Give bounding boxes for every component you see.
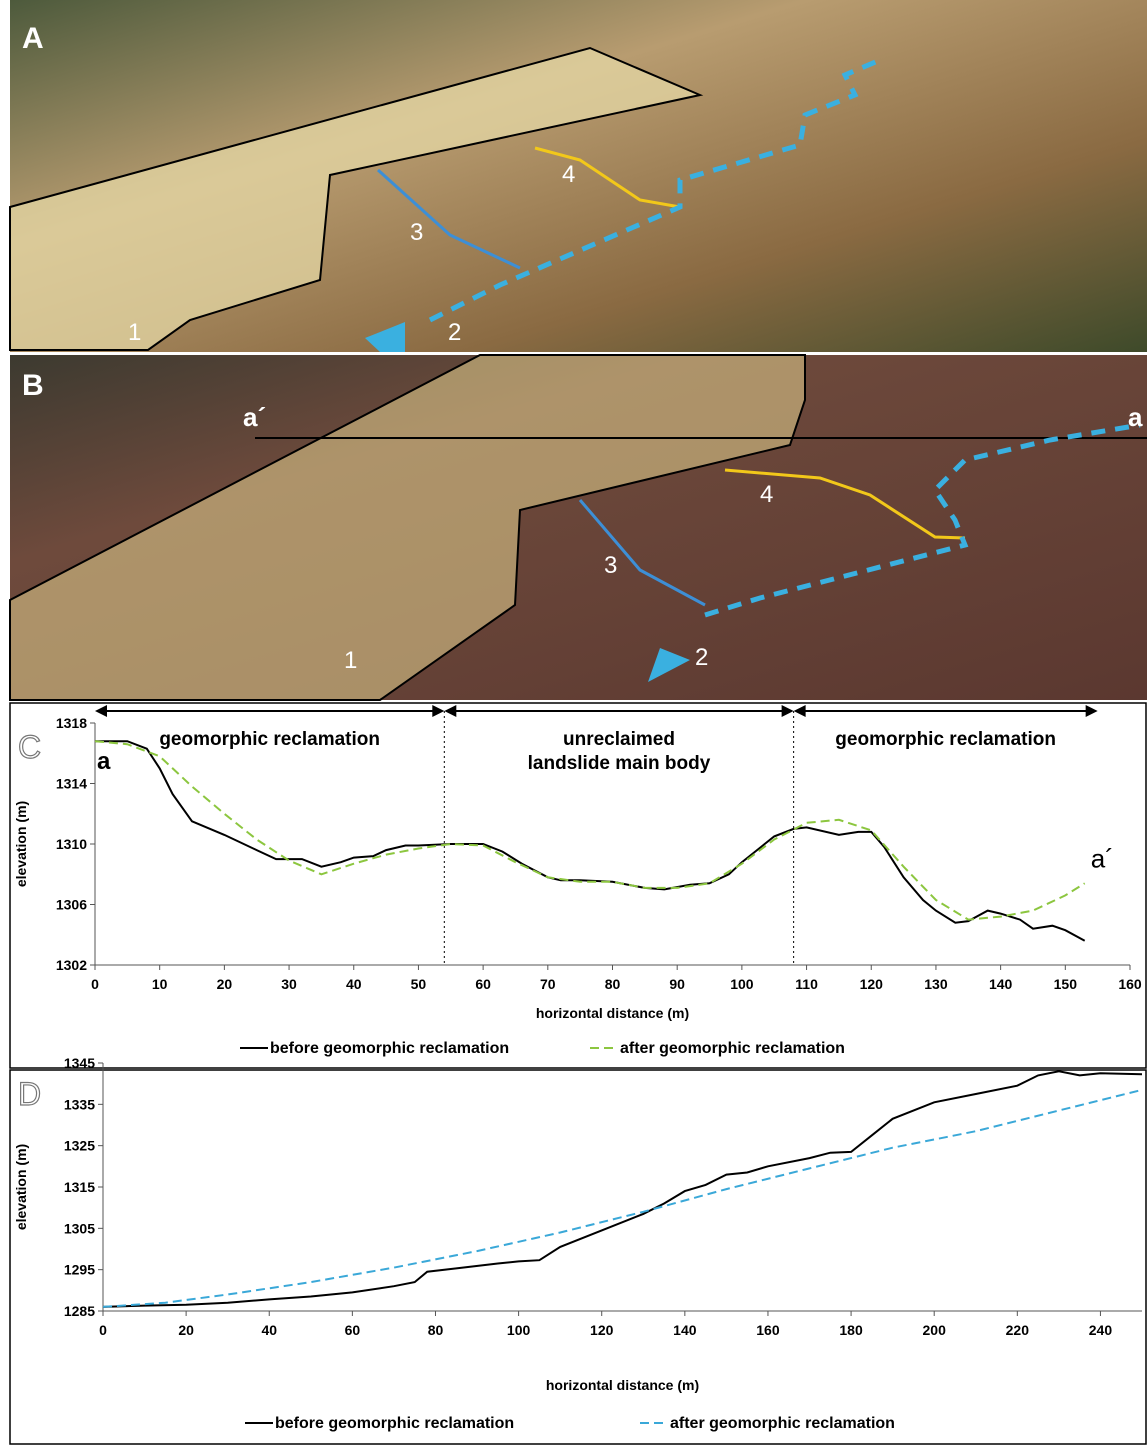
x-axis-title: horizontal distance (m) (546, 1377, 699, 1393)
x-tick-label: 60 (475, 976, 491, 992)
arrow-head (444, 705, 456, 717)
arrow-head (432, 705, 444, 717)
y-tick-label: 1302 (56, 957, 87, 973)
y-tick-label: 1335 (64, 1096, 95, 1112)
marker: 1 (128, 319, 141, 346)
marker: 4 (562, 161, 575, 188)
photo-b: B a´ a 1 2 3 4 (10, 355, 1147, 700)
x-tick-label: 200 (923, 1322, 947, 1338)
x-tick-label: 120 (860, 976, 884, 992)
panel-letter: B (22, 369, 44, 402)
x-tick-label: 20 (217, 976, 233, 992)
x-axis-title: horizontal distance (m) (536, 1005, 689, 1021)
y-tick-label: 1306 (56, 897, 87, 913)
y-axis-title: elevation (m) (13, 801, 29, 887)
marker: 3 (410, 219, 423, 246)
x-tick-label: 240 (1089, 1322, 1113, 1338)
x-tick-label: 130 (924, 976, 948, 992)
section-label: a´ (243, 402, 266, 432)
x-tick-label: 160 (756, 1322, 780, 1338)
region-label: geomorphic reclamation (835, 729, 1056, 750)
y-tick-label: 1345 (64, 1055, 95, 1071)
x-tick-label: 60 (345, 1322, 361, 1338)
section-end-label: a (97, 748, 111, 775)
section-end-label: a´ (1091, 843, 1114, 873)
x-tick-label: 180 (839, 1322, 863, 1338)
y-tick-label: 1318 (56, 715, 87, 731)
x-tick-label: 80 (605, 976, 621, 992)
x-tick-label: 100 (507, 1322, 531, 1338)
x-tick-label: 140 (989, 976, 1013, 992)
x-tick-label: 120 (590, 1322, 614, 1338)
legend-label: before geomorphic reclamation (270, 1040, 509, 1057)
marker: 3 (604, 552, 617, 579)
x-tick-label: 220 (1006, 1322, 1030, 1338)
x-tick-label: 0 (91, 976, 99, 992)
legend-label: after geomorphic reclamation (670, 1415, 895, 1432)
legend-label: before geomorphic reclamation (275, 1415, 514, 1432)
y-tick-label: 1314 (56, 776, 87, 792)
arrow-head (794, 705, 806, 717)
x-tick-label: 70 (540, 976, 556, 992)
x-tick-label: 90 (669, 976, 685, 992)
region-label: geomorphic reclamation (159, 729, 380, 750)
marker: 2 (448, 319, 461, 346)
x-tick-label: 20 (178, 1322, 194, 1338)
y-tick-label: 1315 (64, 1179, 95, 1195)
figure: A 1 2 3 4 B a´ a 1 2 3 4 130213061310131… (0, 0, 1147, 1445)
y-tick-label: 1285 (64, 1303, 95, 1319)
x-tick-label: 0 (99, 1322, 107, 1338)
photo-a: A 1 2 3 4 (10, 0, 1147, 352)
panel-letter: A (22, 22, 44, 55)
region-label: landslide main body (528, 753, 711, 774)
x-tick-label: 50 (411, 976, 427, 992)
arrow-head (1086, 705, 1098, 717)
arrow-head (782, 705, 794, 717)
legend-label: after geomorphic reclamation (620, 1040, 845, 1057)
x-tick-label: 10 (152, 976, 168, 992)
x-tick-label: 150 (1054, 976, 1078, 992)
y-tick-label: 1305 (64, 1220, 95, 1236)
y-tick-label: 1295 (64, 1262, 95, 1278)
panel-letter: D (18, 1076, 41, 1112)
x-tick-label: 110 (795, 976, 818, 992)
panel-letter: C (18, 729, 41, 765)
x-tick-label: 160 (1118, 976, 1142, 992)
y-tick-label: 1310 (56, 836, 87, 852)
arrow-head (95, 705, 107, 717)
x-tick-label: 140 (673, 1322, 697, 1338)
x-tick-label: 40 (261, 1322, 277, 1338)
marker: 4 (760, 481, 773, 508)
x-tick-label: 100 (730, 976, 754, 992)
region-label: unreclaimed (563, 729, 675, 750)
series-line (103, 1090, 1142, 1307)
x-tick-label: 30 (281, 976, 297, 992)
x-tick-label: 40 (346, 976, 362, 992)
y-tick-label: 1325 (64, 1138, 95, 1154)
x-tick-label: 80 (428, 1322, 444, 1338)
series-line (103, 1071, 1142, 1307)
marker: 1 (344, 647, 357, 674)
section-label: a (1128, 402, 1143, 432)
y-axis-title: elevation (m) (13, 1144, 29, 1230)
marker: 2 (695, 644, 708, 671)
